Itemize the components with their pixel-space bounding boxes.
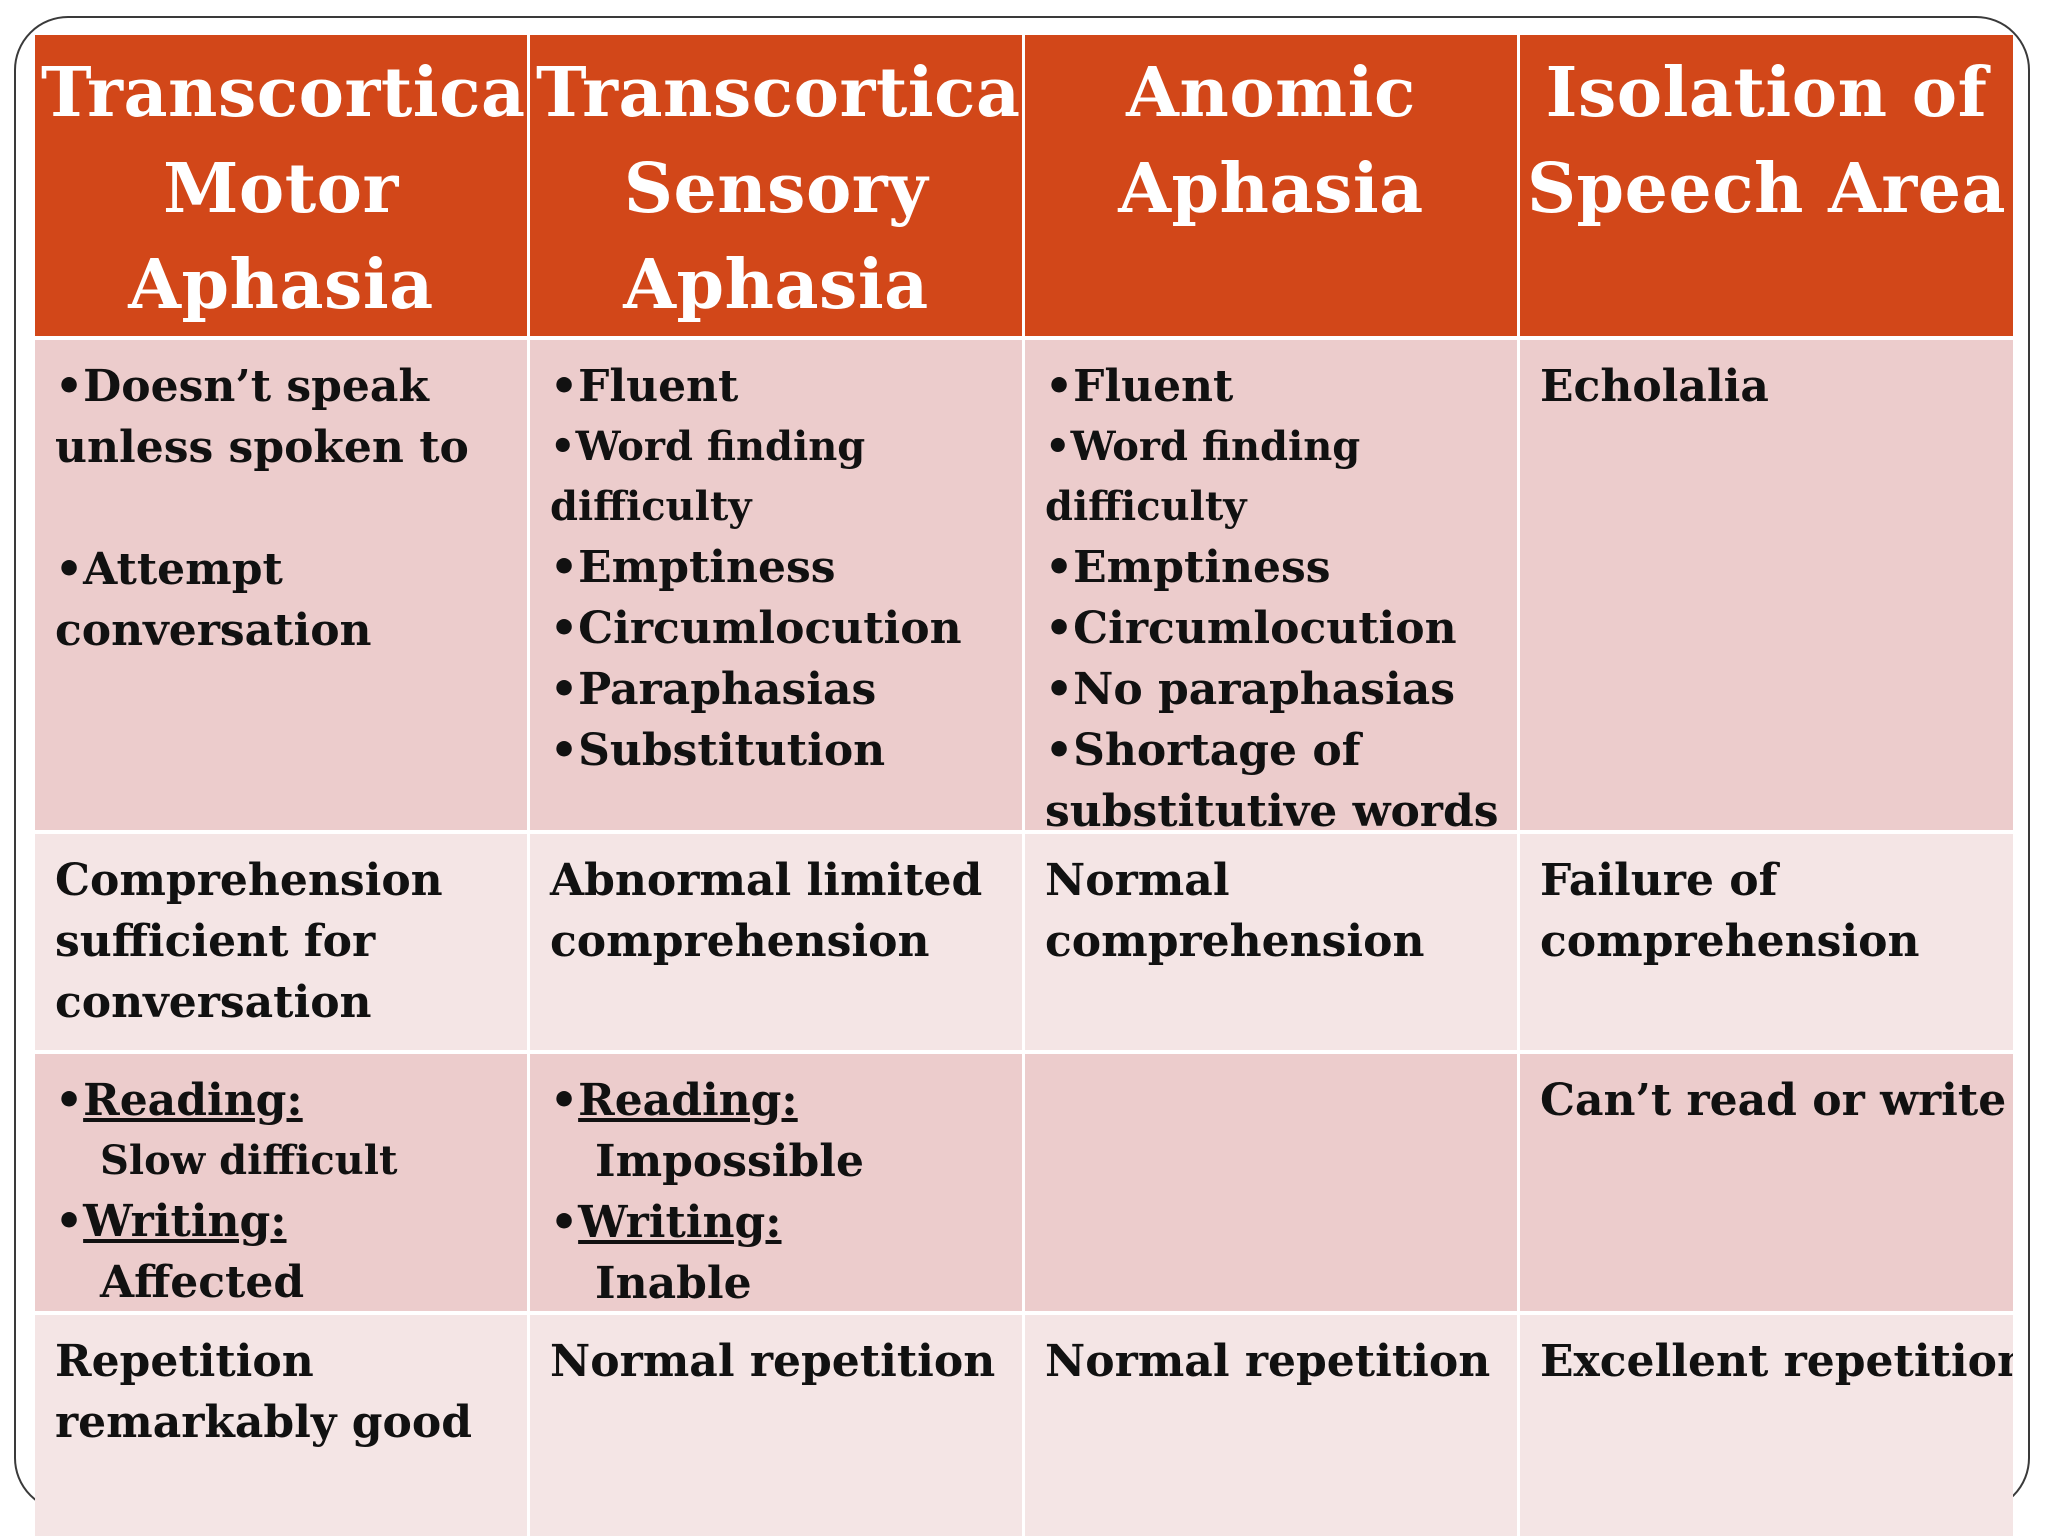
writing-label: Writing: (578, 1197, 782, 1248)
writing-value: Affected (100, 1257, 305, 1308)
row1-sensory-cell: •Fluent •Word finding difficulty •Emptin… (530, 340, 1025, 834)
row3-sensory-cell: •Reading: Impossible •Writing: Inable (530, 1054, 1025, 1315)
cell-line: •Word finding (1045, 423, 1361, 470)
cell-line: •Paraphasias (550, 664, 877, 715)
cell-line: comprehension (1540, 916, 1920, 967)
header-line: Aphasia (128, 245, 434, 325)
cell-line: unless spoken to (55, 422, 469, 473)
cell-line: remarkably good (55, 1397, 473, 1448)
reading-line: •Reading: (55, 1070, 509, 1131)
row3-anomic-cell (1025, 1054, 1520, 1315)
header-line: Sensory (623, 149, 929, 229)
cell-line: Comprehension (55, 855, 443, 906)
header-line: Aphasia (1118, 149, 1424, 229)
cell-line: Abnormal limited (550, 855, 983, 906)
row4-motor-cell: Repetition remarkably good (35, 1315, 530, 1536)
cell-line: comprehension (1045, 916, 1425, 967)
row2-motor-cell: Comprehension sufficient for conversatio… (35, 834, 530, 1054)
cell-line: Normal repetition (1045, 1336, 1491, 1387)
reading-value: Impossible (595, 1136, 864, 1187)
row2-isolation-cell: Failure of comprehension (1520, 834, 2013, 1054)
cell-line: sufficient for (55, 916, 376, 967)
header-anomic: Anomic Aphasia (1025, 35, 1520, 340)
cell-line: •Shortage of (1045, 725, 1361, 776)
header-line: Isolation of (1545, 53, 1988, 133)
row1-anomic-cell: •Fluent •Word finding difficulty •Emptin… (1025, 340, 1520, 834)
header-line: Motor (163, 149, 399, 229)
cell-line: difficulty (550, 483, 752, 530)
cell-line: Failure of (1540, 855, 1778, 906)
cell-line: conversation (55, 605, 372, 656)
header-line: Transcortical (41, 53, 530, 133)
reading-label: Reading: (578, 1075, 798, 1126)
cell-line: •Substitution (550, 725, 886, 776)
row4-sensory-cell: Normal repetition (530, 1315, 1025, 1536)
row2-sensory-cell: Abnormal limited comprehension (530, 834, 1025, 1054)
header-line: Anomic (1126, 53, 1416, 133)
cell-line: •Attempt (55, 544, 283, 595)
cell-line: •Fluent (1045, 361, 1234, 412)
row3-isolation-cell: Can’t read or write (1520, 1054, 2013, 1315)
reading-label: Reading: (83, 1075, 303, 1126)
header-line: Aphasia (623, 245, 929, 325)
cell-line: Repetition (55, 1336, 314, 1387)
cell-line: conversation (55, 977, 372, 1028)
cell-line: •No paraphasias (1045, 664, 1456, 715)
writing-line: •Writing: (550, 1192, 1004, 1253)
cell-line: •Fluent (550, 361, 739, 412)
header-line: Speech Area (1526, 149, 2007, 229)
cell-line: Normal repetition (550, 1336, 996, 1387)
bullet: • (55, 1196, 84, 1247)
header-transcortical-motor: Transcortical Motor Aphasia (35, 35, 530, 340)
cell-line: Echolalia (1540, 361, 1769, 412)
row4-isolation-cell: Excellent repetition (1520, 1315, 2013, 1536)
cell-line: •Emptiness (1045, 542, 1331, 593)
cell-line: difficulty (1045, 483, 1247, 530)
writing-line: •Writing: (55, 1191, 509, 1252)
bullet: • (550, 1075, 579, 1126)
row1-isolation-cell: Echolalia (1520, 340, 2013, 834)
header-line: Transcortical (536, 53, 1025, 133)
cell-line: comprehension (550, 916, 930, 967)
row2-anomic-cell: Normal comprehension (1025, 834, 1520, 1054)
row4-anomic-cell: Normal repetition (1025, 1315, 1520, 1536)
cell-line: substitutive words (1045, 786, 1499, 834)
cell-line: •Circumlocution (550, 603, 962, 654)
row1-motor-cell: •Doesn’t speak unless spoken to •Attempt… (35, 340, 530, 834)
spacer (55, 478, 509, 539)
cell-line: Can’t read or write (1540, 1075, 2007, 1126)
row3-motor-cell: •Reading: Slow difficult •Writing: Affec… (35, 1054, 530, 1315)
header-transcortical-sensory: Transcortical Sensory Aphasia (530, 35, 1025, 340)
header-isolation: Isolation of Speech Area (1520, 35, 2013, 340)
writing-value: Inable (595, 1258, 752, 1309)
writing-label: Writing: (83, 1196, 287, 1247)
cell-line: •Doesn’t speak (55, 361, 429, 412)
reading-value: Slow difficult (100, 1137, 398, 1184)
bullet: • (55, 1075, 84, 1126)
aphasia-comparison-table: Transcortical Motor Aphasia Transcortica… (35, 35, 2013, 1536)
cell-line: •Circumlocution (1045, 603, 1457, 654)
bullet: • (550, 1197, 579, 1248)
cell-line: Normal (1045, 855, 1230, 906)
cell-line: Excellent repetition (1540, 1336, 2013, 1387)
reading-line: •Reading: (550, 1070, 1004, 1131)
cell-line: •Emptiness (550, 542, 836, 593)
cell-line: •Word finding (550, 423, 866, 470)
